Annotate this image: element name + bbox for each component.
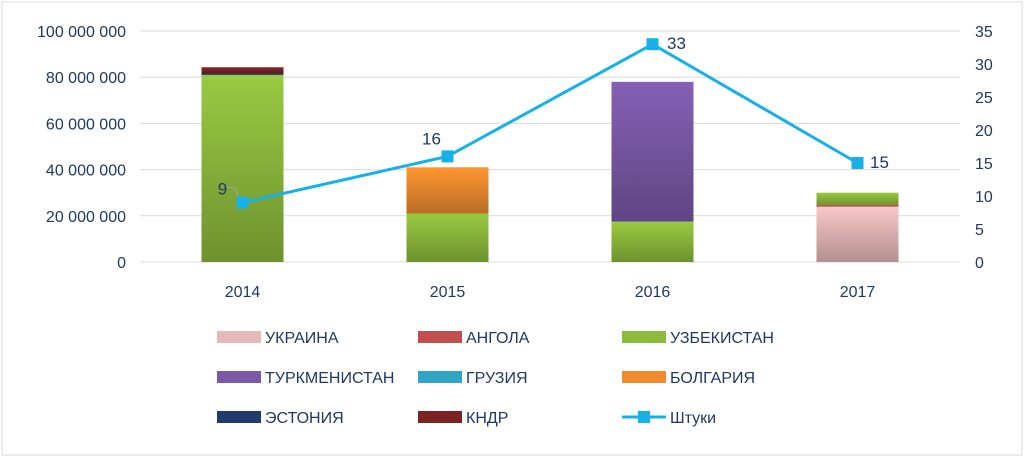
left-axis-tick-label: 40 000 000 xyxy=(46,163,126,180)
line-point xyxy=(236,196,249,209)
right-axis-tick-label: 30 xyxy=(975,57,993,74)
legend-label: АНГОЛА xyxy=(466,330,530,347)
legend-label: ТУРКМЕНИСТАН xyxy=(265,370,394,387)
right-axis-tick-label: 15 xyxy=(975,156,993,173)
legend-label: УЗБЕКИСТАН xyxy=(670,330,774,347)
category-label: 2017 xyxy=(840,284,876,301)
legend-item-украина: УКРАИНА xyxy=(217,330,339,347)
legend-item-ангола: АНГОЛА xyxy=(418,330,530,347)
legend-item-грузия: ГРУЗИЯ xyxy=(418,370,528,387)
line-point xyxy=(851,157,864,169)
legend-marker xyxy=(638,411,650,423)
left-axis-tick-label: 80 000 000 xyxy=(46,70,126,87)
legend-label: Штуки xyxy=(670,410,716,427)
bar-туркменистан-2016 xyxy=(611,81,694,222)
right-axis-tick-label: 0 xyxy=(975,255,984,272)
legend-label: ГРУЗИЯ xyxy=(466,370,528,387)
right-axis-tick-label: 5 xyxy=(975,222,984,239)
legend-swatch xyxy=(418,331,462,343)
left-axis-tick-label: 0 xyxy=(117,255,126,272)
label-leader xyxy=(226,187,239,197)
line-point xyxy=(646,38,659,51)
line-point xyxy=(441,150,454,163)
left-axis-tick-label: 20 000 000 xyxy=(46,209,126,226)
right-axis-tick-label: 25 xyxy=(975,90,993,107)
bar-узбекистан-2016 xyxy=(611,221,694,262)
legend-swatch xyxy=(418,371,462,383)
bars xyxy=(201,67,899,262)
right-axis-tick-label: 10 xyxy=(975,189,993,206)
right-axis-tick-label: 35 xyxy=(975,24,993,41)
line-series: 9 16 33 15 xyxy=(218,34,889,209)
line-data-label: 33 xyxy=(667,34,686,53)
line-data-label: 15 xyxy=(870,153,889,172)
legend-label: ЭСТОНИЯ xyxy=(265,410,344,427)
legend-swatch xyxy=(622,331,666,343)
bar-узбекистан-2015 xyxy=(406,213,489,262)
legend-item-туркменистан: ТУРКМЕНИСТАН xyxy=(217,370,394,387)
legend-swatch xyxy=(217,331,261,343)
legend-label: КНДР xyxy=(466,410,508,427)
bar-украина-2017 xyxy=(816,206,899,262)
category-axis: 2014 2015 2016 2017 xyxy=(225,284,876,301)
legend-item-эстония: ЭСТОНИЯ xyxy=(217,410,344,427)
line-data-label: 16 xyxy=(422,129,441,148)
legend: УКРАИНА АНГОЛА УЗБЕКИСТАН ТУРКМЕНИСТАН ГРУЗИ… xyxy=(217,330,774,427)
right-axis-tick-label: 20 xyxy=(975,123,993,140)
bar-узбекистан-2017 xyxy=(816,192,899,205)
bar-узбекистан-2014 xyxy=(201,74,284,262)
legend-swatch xyxy=(217,371,261,383)
legend-item-кндр: КНДР xyxy=(418,410,508,427)
legend-swatch xyxy=(217,411,261,423)
legend-swatch xyxy=(418,411,462,423)
line-штуки xyxy=(242,42,859,205)
left-axis-tick-label: 60 000 000 xyxy=(46,116,126,133)
line-data-label: 9 xyxy=(218,180,227,199)
legend-item-болгария: БОЛГАРИЯ xyxy=(622,370,755,387)
category-label: 2015 xyxy=(430,284,466,301)
category-label: 2014 xyxy=(225,284,261,301)
legend-item-штуки: Штуки xyxy=(622,410,716,427)
right-axis: 0 5 10 15 20 25 30 35 xyxy=(975,24,993,272)
category-label: 2016 xyxy=(635,284,671,301)
bar-кндр-2014 xyxy=(201,67,284,74)
legend-swatch xyxy=(622,371,666,383)
bar-ангола-2017 xyxy=(816,204,899,207)
left-axis: 0 20 000 000 40 000 000 60 000 000 80 000 00… xyxy=(37,24,126,272)
legend-label: БОЛГАРИЯ xyxy=(670,370,755,387)
legend-item-узбекистан: УЗБЕКИСТАН xyxy=(622,330,774,347)
bar-болгария-2015 xyxy=(406,167,489,214)
legend-label: УКРАИНА xyxy=(265,330,339,347)
bar-эстония-2014 xyxy=(201,73,284,75)
left-axis-tick-label: 100 000 000 xyxy=(37,24,126,41)
